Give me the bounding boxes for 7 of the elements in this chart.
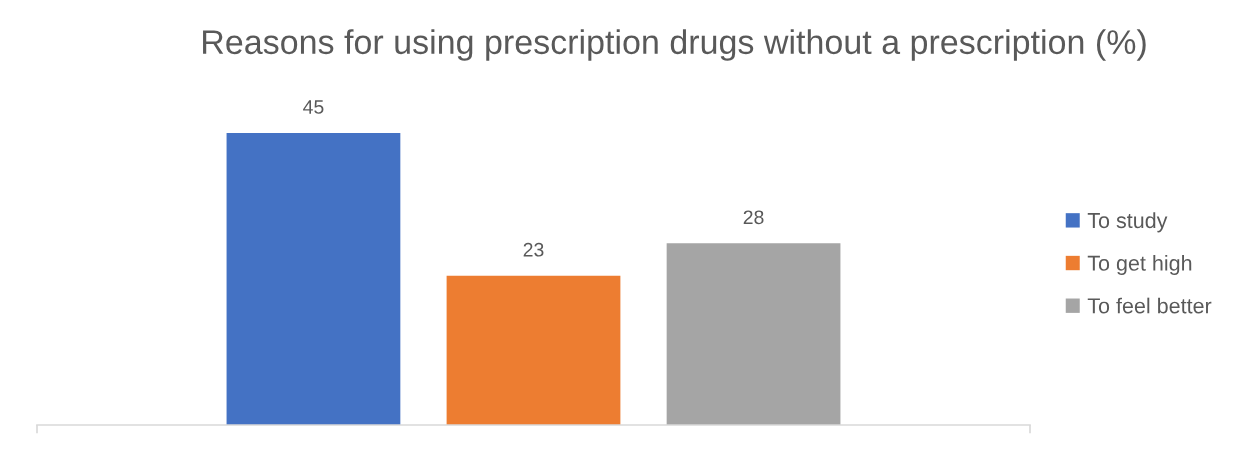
data-label: 45: [303, 100, 324, 114]
chart-title: Reasons for using prescription drugs without a prescription (%): [203, 29, 1146, 61]
data-label: 28: [743, 210, 764, 225]
data-label: 23: [523, 242, 544, 257]
legend-label: To study: [1087, 212, 1168, 233]
legend-label: To feel better: [1087, 297, 1212, 314]
legend-label: To get high: [1087, 254, 1192, 276]
